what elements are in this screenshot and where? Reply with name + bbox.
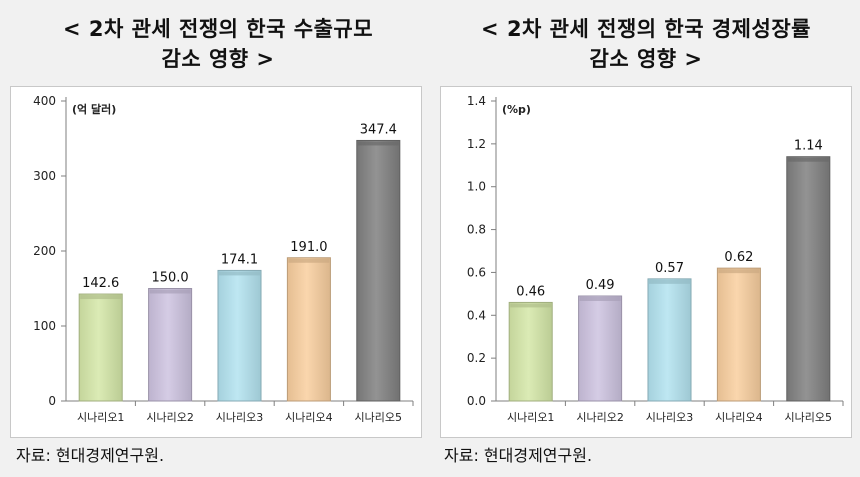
bar-cap (218, 271, 261, 276)
bar (716, 267, 761, 402)
bar (647, 278, 692, 402)
data-label: 0.46 (516, 284, 545, 299)
x-tick-label: 시나리오1 (77, 411, 124, 424)
y-tick-label: 1.0 (467, 180, 486, 194)
y-tick-label: 0.8 (467, 223, 486, 237)
bar-cap (648, 279, 691, 284)
data-label: 142.6 (82, 276, 119, 291)
x-tick-label: 시나리오3 (646, 411, 693, 424)
data-label: 1.14 (794, 139, 823, 154)
bar-cap (80, 295, 122, 300)
data-label: 174.1 (221, 252, 258, 267)
plot-area: 0 100 200 300 400 (억 달러) 142.6 시나리오1 150.0 시나리오2 1… (10, 86, 422, 438)
y-tick-label: 0.0 (467, 394, 486, 408)
y-tick-label: 200 (33, 244, 56, 258)
bar-cap (718, 269, 760, 274)
data-label: 0.57 (655, 261, 684, 276)
bar-cap (149, 289, 191, 294)
source-note: 자료: 현대경제연구원. (16, 446, 165, 465)
y-tick-label: 1.4 (467, 94, 486, 108)
bar (148, 288, 193, 402)
x-tick-label: 시나리오4 (715, 411, 762, 424)
export-bar-chart: 0 100 200 300 400 (억 달러) 142.6 시나리오1 150.0 시나리오2 1… (33, 94, 414, 424)
y-tick-label: 0 (48, 394, 56, 408)
export-chart-panel: < 2차 관세 전쟁의 한국 수출규모 감소 영향 > 0 100 200 300 40… (8, 0, 428, 477)
x-tick-label: 시나리오3 (216, 411, 263, 424)
unit-label: (%p) (502, 103, 531, 116)
x-tick-label: 시나리오5 (785, 411, 832, 424)
bar-cap (579, 297, 621, 301)
plot-area: 0.0 0.2 0.4 0.6 0.8 1.0 1.2 1.4 (%p) 0.46 시나리오1 0.4… (440, 86, 852, 438)
bar-cap (510, 303, 552, 308)
data-label: 191.0 (290, 240, 327, 255)
y-tick-label: 0.4 (467, 308, 486, 322)
bar-cap (787, 157, 829, 162)
growth-chart-panel: < 2차 관세 전쟁의 한국 경제성장률 감소 영향 > 0.0 0.2 0.4 0.… (436, 0, 856, 477)
data-label: 150.0 (151, 271, 188, 286)
bar-cap (357, 141, 399, 146)
bar (217, 269, 262, 402)
source-note: 자료: 현대경제연구원. (444, 446, 593, 465)
x-tick-label: 시나리오1 (507, 411, 554, 424)
y-tick-label: 0.2 (467, 351, 486, 365)
chart-title: < 2차 관세 전쟁의 한국 경제성장률 감소 영향 > (436, 14, 856, 74)
y-tick-label: 0.6 (467, 265, 486, 279)
unit-label: (억 달러) (72, 102, 116, 116)
bar (286, 257, 331, 402)
y-tick-label: 300 (33, 169, 56, 183)
bar (578, 295, 623, 402)
y-tick-label: 400 (33, 94, 56, 108)
x-tick-label: 시나리오2 (576, 411, 623, 424)
bar (78, 293, 123, 402)
x-tick-label: 시나리오5 (355, 411, 402, 424)
bar (508, 301, 553, 402)
growth-bar-chart: 0.0 0.2 0.4 0.6 0.8 1.0 1.2 1.4 (%p) 0.46 시나리오1 0.4… (467, 94, 844, 424)
bar (356, 139, 401, 402)
bar (786, 156, 831, 402)
chart-title-line2: 감소 영향 > (589, 47, 703, 71)
chart-title-line1: < 2차 관세 전쟁의 한국 경제성장률 (481, 17, 811, 41)
chart-title: < 2차 관세 전쟁의 한국 수출규모 감소 영향 > (8, 14, 428, 74)
y-tick-label: 100 (33, 319, 56, 333)
x-tick-label: 시나리오4 (285, 411, 332, 424)
data-label: 0.62 (724, 250, 753, 265)
data-label: 0.49 (586, 278, 615, 293)
data-label: 347.4 (360, 122, 397, 137)
chart-title-line2: 감소 영향 > (161, 47, 275, 71)
bar-cap (288, 258, 330, 263)
chart-title-line1: < 2차 관세 전쟁의 한국 수출규모 (62, 17, 374, 41)
y-tick-label: 1.2 (467, 137, 486, 151)
x-tick-label: 시나리오2 (146, 411, 193, 424)
